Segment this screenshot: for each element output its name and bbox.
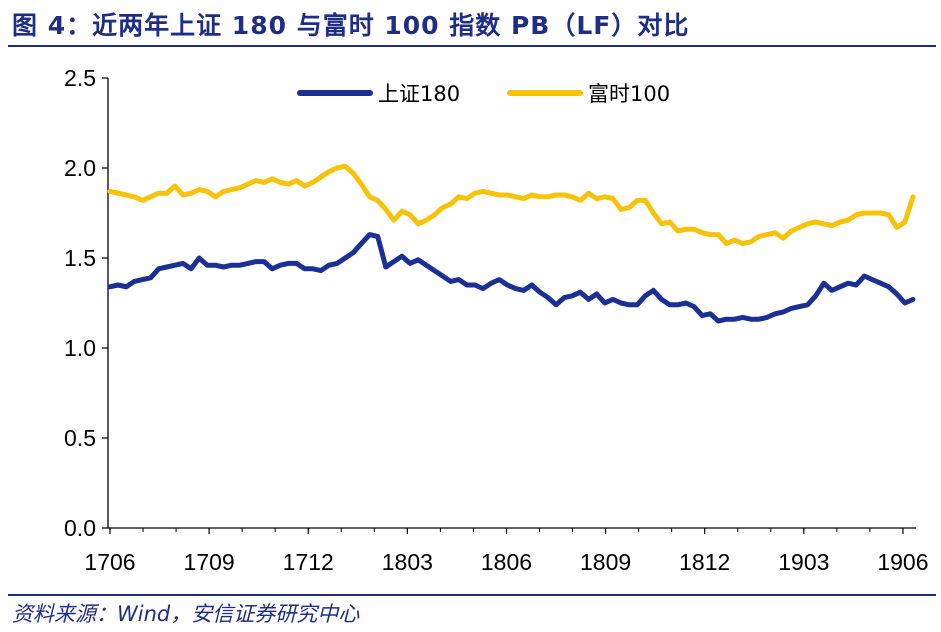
y-tick-label: 2.0 xyxy=(64,155,96,181)
chart-axes xyxy=(107,78,916,529)
source-note: 资料来源：Wind，安信证券研究中心 xyxy=(12,602,360,626)
y-tick-label: 0.5 xyxy=(64,425,96,451)
x-tick-label: 1809 xyxy=(580,549,631,575)
x-tick-label: 1906 xyxy=(877,549,928,575)
y-tick-label: 0.0 xyxy=(64,515,96,541)
x-tick-label: 1709 xyxy=(184,549,235,575)
x-tick-label: 1706 xyxy=(84,549,135,575)
chart-title: 图 4：近两年上证 180 与富时 100 指数 PB（LF）对比 xyxy=(12,11,690,40)
series-lines xyxy=(107,163,916,324)
footer-divider xyxy=(8,594,936,596)
x-axis-ticks: 1706 1709 1712 1803 1806 1809 1812 1903 1906 xyxy=(84,528,929,575)
y-tick-label: 2.5 xyxy=(64,65,96,91)
series-line-sse180 xyxy=(107,232,916,324)
legend-item-sse180: 上证180 xyxy=(297,82,460,106)
title-divider xyxy=(8,45,936,47)
y-tick-label: 1.5 xyxy=(64,245,96,271)
legend-label: 富时100 xyxy=(588,82,670,106)
y-axis-ticks: 0.0 0.5 1.0 1.5 2.0 2.5 xyxy=(64,65,108,541)
x-tick-label: 1803 xyxy=(382,549,433,575)
legend-label: 上证180 xyxy=(378,82,460,106)
x-tick-label: 1712 xyxy=(283,549,334,575)
series-line-ftse100 xyxy=(107,163,916,247)
legend-item-ftse100: 富时100 xyxy=(507,82,670,106)
x-tick-label: 1903 xyxy=(778,549,829,575)
x-tick-label: 1806 xyxy=(481,549,532,575)
line-chart: 0.00.51.01.52.02.5 1706 1709 1712 1803 1806 1… xyxy=(64,65,929,575)
legend: 上证180 富时100 xyxy=(297,82,670,106)
x-tick-label: 1812 xyxy=(679,549,730,575)
y-tick-label: 1.0 xyxy=(64,335,96,361)
